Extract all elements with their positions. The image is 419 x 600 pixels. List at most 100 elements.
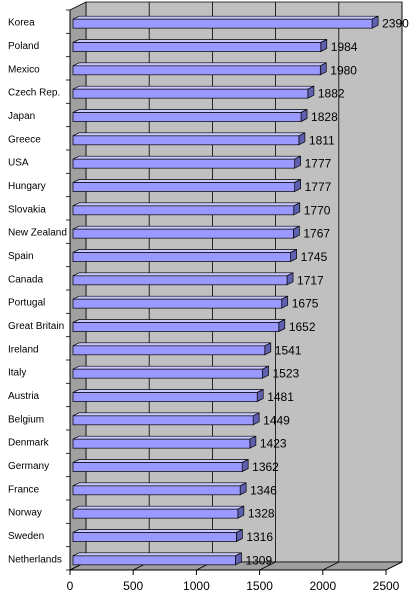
category-label-czech-rep: Czech Rep. (8, 88, 60, 99)
bar-austria (72, 392, 258, 402)
x-tick-label-1500: 1500 (246, 579, 273, 593)
value-label-czech-rep: 1882 (318, 87, 345, 101)
value-label-greece: 1811 (309, 133, 335, 147)
category-label-sweden: Sweden (8, 531, 44, 542)
bar-korea (72, 18, 373, 29)
category-label-spain: Spain (8, 251, 34, 262)
bar-top-netherlands (72, 552, 242, 557)
x-tick-label-1000: 1000 (183, 579, 210, 593)
value-labels: 2390 1984 1980 1882 1828 1811 1777 1777 1770 1767… (245, 17, 409, 568)
value-label-ireland: 1541 (275, 343, 302, 357)
value-label-norway: 1328 (248, 507, 275, 521)
value-label-sweden: 1316 (246, 530, 273, 544)
value-label-austria: 1481 (267, 390, 294, 404)
bar-top-korea (72, 15, 379, 20)
bar-japan (72, 112, 302, 122)
category-label-hungary: Hungary (8, 181, 46, 192)
value-label-denmark: 1423 (260, 437, 287, 451)
floor-line-2000 (322, 561, 339, 571)
category-label-poland: Poland (8, 41, 39, 52)
value-label-mexico: 1980 (330, 63, 357, 77)
category-label-austria: Austria (8, 391, 40, 402)
bar-top-austria (72, 389, 264, 393)
bar-top-slovakia (72, 202, 300, 207)
category-labels: Korea Poland Mexico Czech Rep. Japan Greece US… (8, 18, 67, 566)
bar-top-ireland (72, 342, 271, 347)
category-label-mexico: Mexico (8, 64, 40, 75)
bar-top-sweden (72, 529, 243, 533)
value-label-italy: 1523 (273, 367, 300, 381)
bar-top-great-britain (72, 319, 285, 323)
bar-great-britain (72, 322, 280, 332)
bar-poland (72, 42, 322, 52)
x-tick-label-2500: 2500 (373, 579, 400, 593)
value-label-hungary: 1777 (305, 180, 332, 194)
bar-top-france (72, 482, 247, 487)
bar-sweden (72, 532, 237, 542)
bar-portugal (72, 298, 283, 309)
bar-norway (72, 508, 239, 519)
category-label-korea: Korea (8, 18, 35, 29)
bar-ireland (72, 345, 266, 356)
category-label-new-zealand: New Zealand (8, 228, 67, 239)
bar-new-zealand (72, 228, 294, 239)
category-label-france: France (8, 484, 40, 495)
x-tick-label-0: 0 (67, 579, 74, 593)
bar-top-hungary (72, 179, 301, 183)
bar-top-new-zealand (72, 225, 300, 230)
bar-slovakia (72, 205, 295, 216)
bar-top-belgium (72, 412, 260, 417)
category-label-canada: Canada (8, 274, 43, 285)
bar-top-greece (72, 132, 306, 137)
value-label-great-britain: 1652 (289, 320, 316, 334)
value-label-poland: 1984 (331, 40, 358, 54)
bar-top-poland (72, 39, 327, 43)
category-label-denmark: Denmark (8, 438, 50, 449)
bar-czech-rep (72, 88, 309, 99)
bar-canada (72, 275, 288, 286)
bar-top-usa (72, 155, 301, 160)
bar-hungary (72, 182, 295, 192)
bar-top-spain (72, 249, 297, 253)
bar-top-italy (72, 365, 269, 370)
bar-top-portugal (72, 295, 288, 300)
category-label-germany: Germany (8, 461, 49, 472)
bar-top-germany (72, 459, 249, 463)
bar-top-czech-rep (72, 85, 315, 90)
value-label-slovakia: 1770 (304, 203, 331, 217)
chart-axes (66, 9, 387, 575)
category-label-belgium: Belgium (8, 414, 44, 425)
value-label-belgium: 1449 (263, 413, 290, 427)
category-label-usa: USA (8, 158, 29, 169)
bar-top-denmark (72, 435, 257, 440)
value-label-canada: 1717 (297, 273, 324, 287)
value-label-new-zealand: 1767 (303, 227, 330, 241)
bar-germany (72, 462, 243, 472)
floor-line-2500 (385, 561, 403, 571)
bar-top-canada (72, 272, 294, 277)
tick-labels: 0 500 1000 1500 2000 2500 (67, 579, 400, 593)
category-label-italy: Italy (8, 368, 26, 379)
value-label-germany: 1362 (252, 460, 279, 474)
x-tick-label-2000: 2000 (309, 579, 336, 593)
value-label-spain: 1745 (301, 250, 328, 264)
category-label-norway: Norway (8, 508, 42, 519)
bar-belgium (72, 415, 254, 426)
value-label-portugal: 1675 (292, 297, 319, 311)
bar-denmark (72, 438, 251, 449)
value-label-japan: 1828 (311, 110, 338, 124)
chart-bars (72, 15, 379, 566)
category-label-ireland: Ireland (8, 344, 39, 355)
category-label-japan: Japan (8, 111, 35, 122)
bar-netherlands (72, 555, 236, 566)
bar-spain (72, 252, 291, 262)
category-label-greece: Greece (8, 134, 41, 145)
value-label-korea: 2390 (382, 17, 409, 31)
bar-top-norway (72, 505, 245, 510)
bar-usa (72, 158, 295, 169)
bar-top-japan (72, 109, 308, 113)
bar-italy (72, 368, 263, 379)
category-label-netherlands: Netherlands (8, 554, 62, 565)
value-label-france: 1346 (250, 483, 277, 497)
